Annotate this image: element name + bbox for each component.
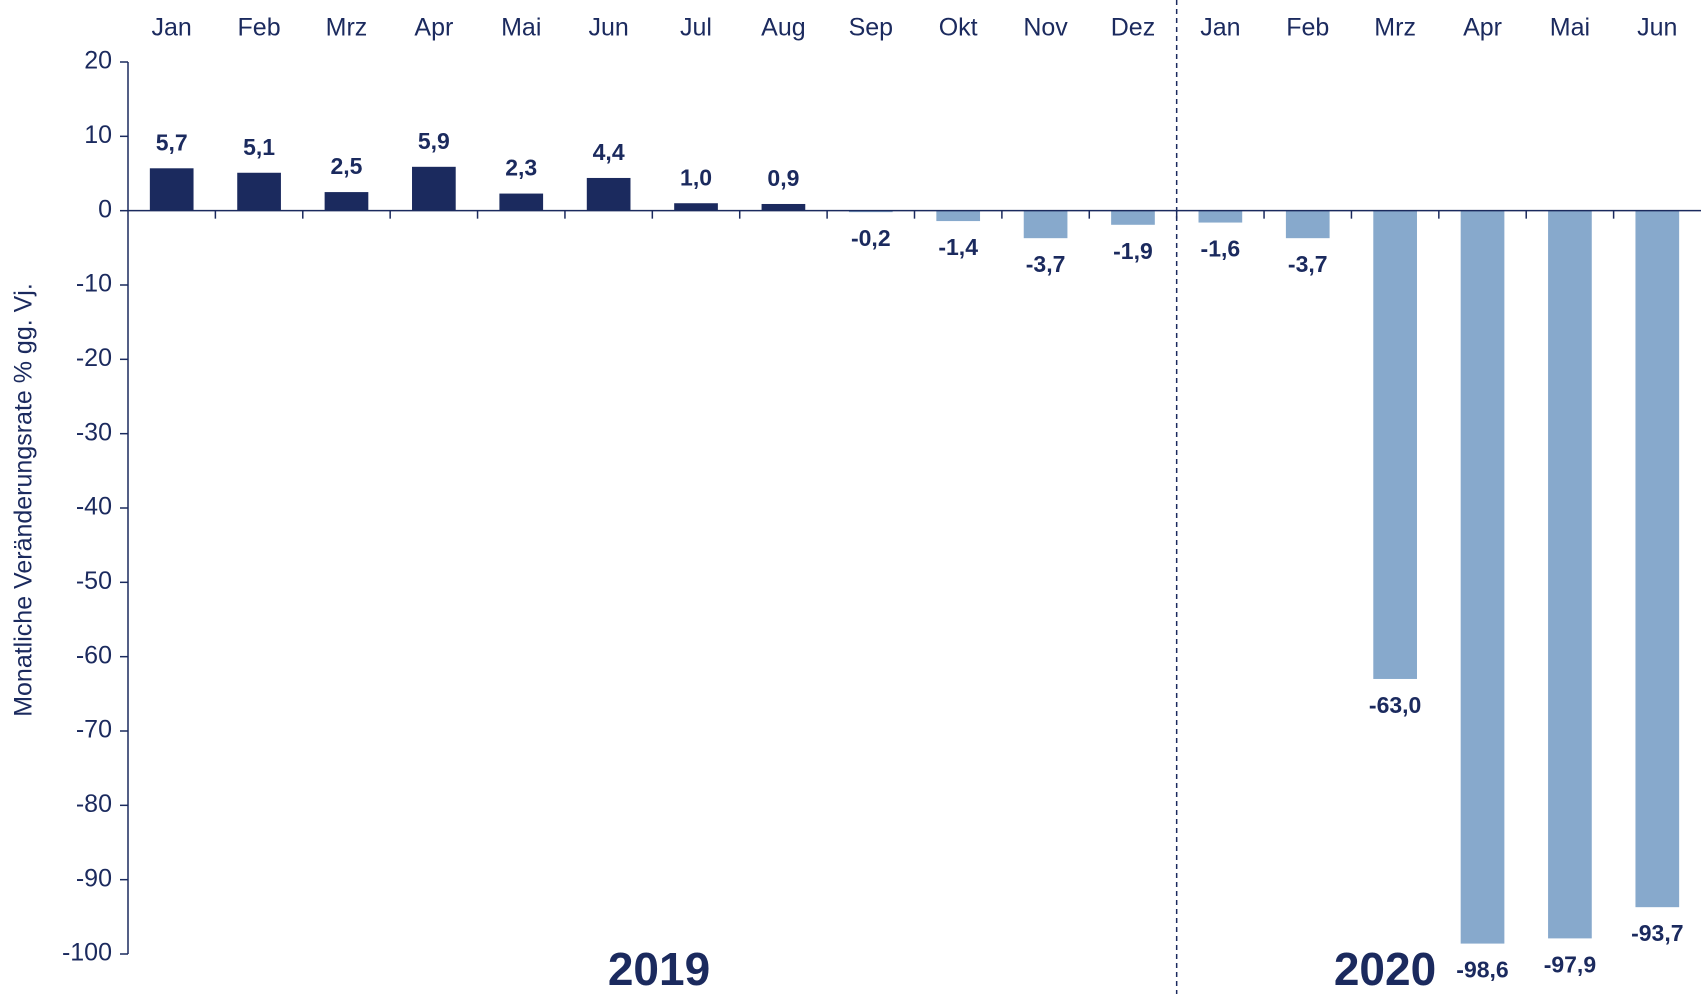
bar xyxy=(412,166,456,211)
value-label: -0,2 xyxy=(851,225,891,251)
bar xyxy=(1198,210,1243,223)
bar xyxy=(499,193,544,211)
x-tick-label: Nov xyxy=(1023,14,1068,42)
bar xyxy=(324,192,369,211)
value-label: -97,9 xyxy=(1544,951,1596,977)
bar xyxy=(1111,210,1155,225)
bar xyxy=(936,210,981,222)
y-tick-label: -10 xyxy=(76,270,112,298)
x-tick-label: Jun xyxy=(588,14,628,42)
bar xyxy=(1373,210,1417,679)
group-label: 2020 xyxy=(1334,943,1436,994)
value-label: 4,4 xyxy=(593,139,625,165)
value-label: -1,9 xyxy=(1113,238,1153,264)
x-tick-label: Sep xyxy=(849,14,893,42)
value-label: -1,4 xyxy=(938,234,978,260)
y-tick-label: -90 xyxy=(76,864,112,892)
x-tick-label: Feb xyxy=(1286,14,1329,42)
x-tick-label: Okt xyxy=(939,14,978,42)
y-tick-label: -100 xyxy=(62,939,112,967)
bar xyxy=(674,203,718,211)
x-tick-label: Mai xyxy=(1550,14,1590,42)
value-label: -1,6 xyxy=(1201,236,1241,262)
x-tick-label: Jan xyxy=(1200,14,1240,42)
y-tick-label: 20 xyxy=(84,47,112,75)
y-tick-label: -30 xyxy=(76,418,112,446)
y-axis-label: Monatliche Veränderungsrate % gg. Vj. xyxy=(10,283,38,717)
x-tick-label: Apr xyxy=(1463,14,1502,42)
value-label: -98,6 xyxy=(1456,957,1508,983)
value-label: 5,7 xyxy=(156,129,188,155)
x-tick-label: Jul xyxy=(680,14,712,42)
x-tick-label: Apr xyxy=(414,14,453,42)
group-label: 2019 xyxy=(608,943,710,994)
y-tick-label: 0 xyxy=(98,195,112,223)
value-label: 5,9 xyxy=(418,128,450,154)
bar xyxy=(1460,210,1505,944)
x-tick-label: Feb xyxy=(238,14,281,42)
x-tick-label: Mrz xyxy=(1374,14,1416,42)
bar xyxy=(1548,210,1592,939)
y-tick-label: -80 xyxy=(76,790,112,818)
bar xyxy=(149,168,194,211)
x-tick-label: Dez xyxy=(1111,14,1155,42)
y-tick-label: -60 xyxy=(76,641,112,669)
y-tick-label: -40 xyxy=(76,493,112,521)
value-label: -63,0 xyxy=(1369,692,1421,718)
bar xyxy=(1635,210,1680,908)
value-label: 2,5 xyxy=(330,153,362,179)
value-label: 5,1 xyxy=(243,134,275,160)
value-label: 0,9 xyxy=(767,165,799,191)
bar xyxy=(1023,210,1068,239)
bar xyxy=(1285,210,1330,239)
x-tick-label: Jan xyxy=(152,14,192,42)
bar xyxy=(237,172,281,211)
bar xyxy=(761,203,806,211)
value-label: 2,3 xyxy=(505,155,537,181)
value-label: -3,7 xyxy=(1288,251,1328,277)
y-tick-label: -70 xyxy=(76,716,112,744)
x-tick-label: Mrz xyxy=(326,14,368,42)
value-label: 1,0 xyxy=(680,164,712,190)
x-tick-label: Jun xyxy=(1637,14,1677,42)
value-label: -3,7 xyxy=(1026,251,1066,277)
x-tick-label: Aug xyxy=(761,14,805,42)
y-tick-label: 10 xyxy=(84,121,112,149)
y-tick-label: -20 xyxy=(76,344,112,372)
y-tick-label: -50 xyxy=(76,567,112,595)
value-label: -93,7 xyxy=(1631,920,1683,946)
bar xyxy=(586,177,631,211)
x-tick-label: Mai xyxy=(501,14,541,42)
